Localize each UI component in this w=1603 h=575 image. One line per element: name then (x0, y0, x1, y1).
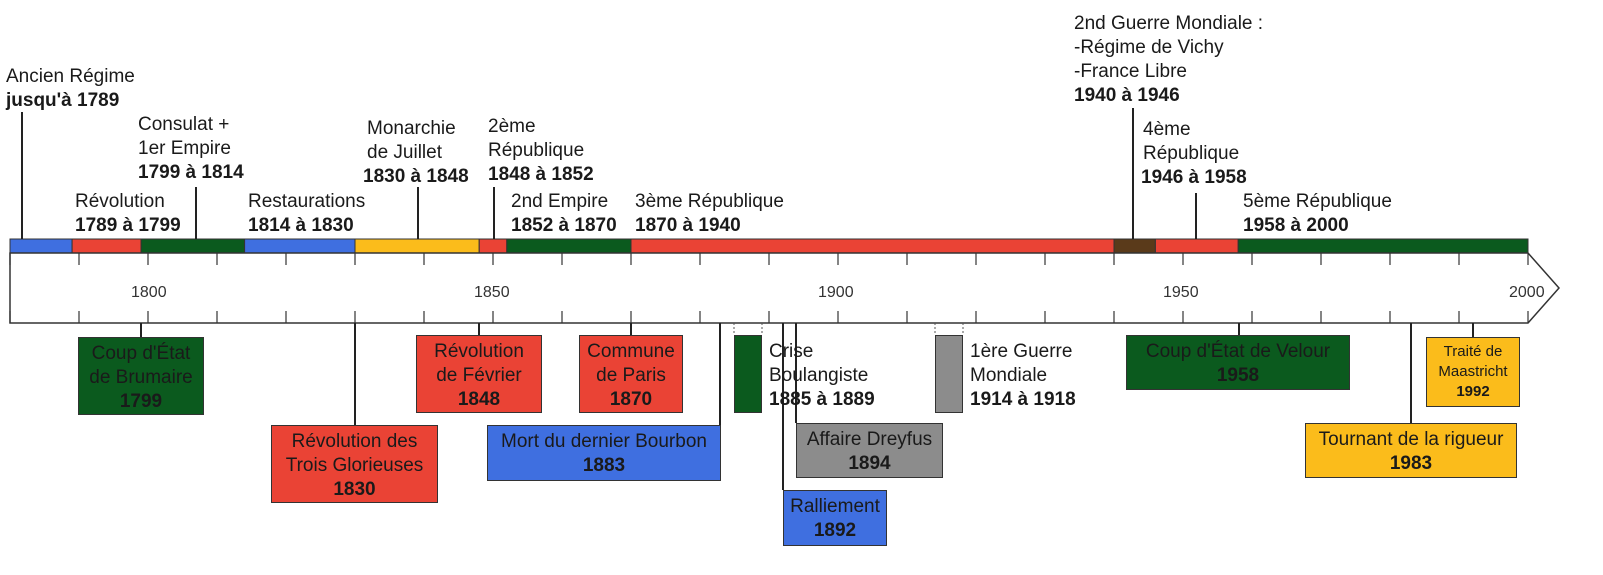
period-segment-1 (71, 238, 142, 254)
period-segment-7 (630, 238, 1115, 254)
event-mort-bourbon: Mort du dernier Bourbon 1883 (487, 425, 721, 481)
axis-label-1800: 1800 (131, 284, 167, 301)
axis-label-1950: 1950 (1163, 284, 1199, 301)
label-ancien-regime: Ancien Régime jusqu'à 1789 (6, 66, 135, 111)
event-affaire-dreyfus: Affaire Dreyfus 1894 (796, 423, 943, 478)
label-monarchie-juillet: Monarchie de Juillet 1830 à 1848 (363, 118, 469, 187)
period-bar (9, 238, 1529, 254)
event-coup-brumaire: Coup d'État de Brumaire 1799 (78, 337, 204, 415)
period-segment-8 (1113, 238, 1156, 254)
label-revolution: Révolution 1789 à 1799 (75, 191, 181, 236)
period-segment-4 (354, 238, 480, 254)
event-ralliement: Ralliement 1892 (783, 490, 887, 546)
period-segment-5 (478, 238, 508, 254)
label-restaurations: Restaurations 1814 à 1830 (248, 191, 366, 236)
event-commune-paris: Commune de Paris 1870 (579, 335, 683, 413)
label-5eme-republique: 5ème République 1958 à 2000 (1243, 191, 1392, 236)
label-2nd-empire: 2nd Empire 1852 à 1870 (511, 191, 617, 236)
period-segment-0 (9, 238, 73, 254)
event-tournant-rigueur: Tournant de la rigueur 1983 (1305, 423, 1517, 478)
label-2eme-republique: 2ème République 1848 à 1852 (488, 116, 594, 185)
event-traite-maastricht: Traité de Maastricht 1992 (1426, 337, 1520, 407)
period-segment-3 (244, 238, 356, 254)
period-segment-2 (140, 238, 246, 254)
connector-lines (21, 108, 1474, 490)
event-coup-velour: Coup d'État de Velour 1958 (1126, 335, 1350, 390)
event-trois-glorieuses: Révolution des Trois Glorieuses 1830 (271, 425, 438, 503)
axis-arrow (9, 252, 1561, 324)
period-segment-10 (1237, 238, 1529, 254)
timeline-axis (9, 252, 1561, 324)
event-crise-boulangiste-bar (734, 335, 762, 413)
event-crise-boulangiste-label: Crise Boulangiste 1885 à 1889 (769, 341, 875, 410)
label-4eme-republique: 4ème République 1946 à 1958 (1141, 119, 1247, 188)
event-guerre1-bar (935, 335, 963, 413)
event-revolution-fevrier: Révolution de Février 1848 (416, 335, 542, 413)
axis-label-1850: 1850 (474, 284, 510, 301)
label-3eme-republique: 3ème République 1870 à 1940 (635, 191, 784, 236)
period-segment-6 (506, 238, 632, 254)
axis-label-2000: 2000 (1509, 284, 1545, 301)
label-consulat-empire: Consulat + 1er Empire 1799 à 1814 (138, 114, 244, 183)
label-2nd-guerre-mondiale: 2nd Guerre Mondiale : -Régime de Vichy -… (1074, 13, 1264, 106)
period-segment-9 (1154, 238, 1239, 254)
event-guerre1-label: 1ère Guerre Mondiale 1914 à 1918 (970, 341, 1076, 410)
axis-label-1900: 1900 (818, 284, 854, 301)
